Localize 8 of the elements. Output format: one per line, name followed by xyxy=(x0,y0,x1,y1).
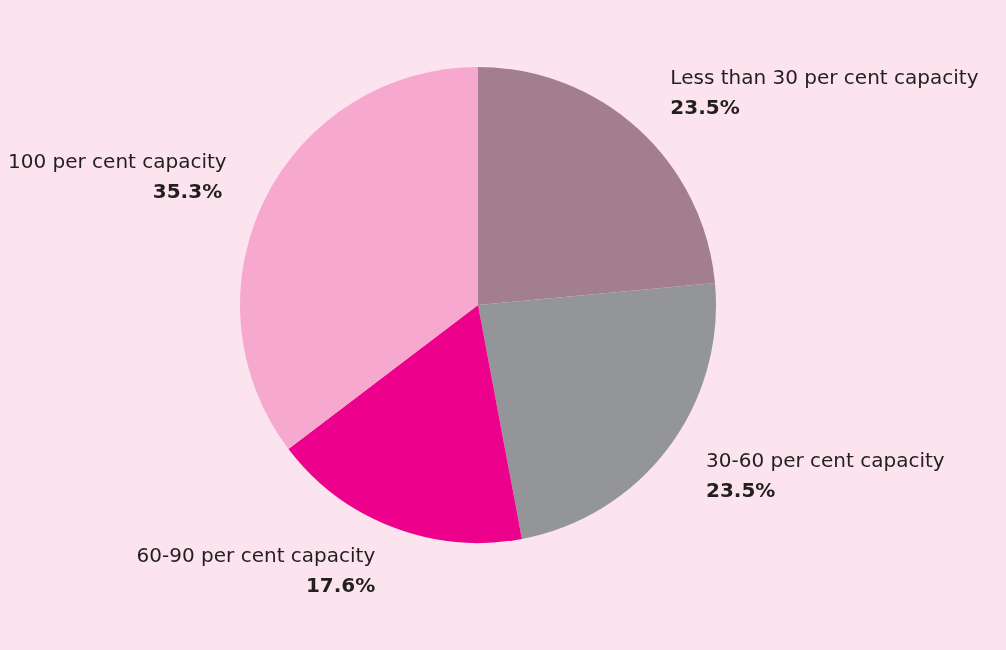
data-label: 23.5% xyxy=(670,95,740,120)
data-label: 17.6% xyxy=(305,572,376,597)
slice-label: 60-90 per cent capacity xyxy=(136,542,376,567)
slice-label: Less than 30 per cent capacity xyxy=(670,65,979,90)
data-label: 35.3% xyxy=(152,179,223,204)
slice-label: 30-60 per cent capacity xyxy=(706,448,945,473)
data-label: 23.5% xyxy=(706,478,776,503)
slice-label: 100 per cent capacity xyxy=(7,149,227,174)
